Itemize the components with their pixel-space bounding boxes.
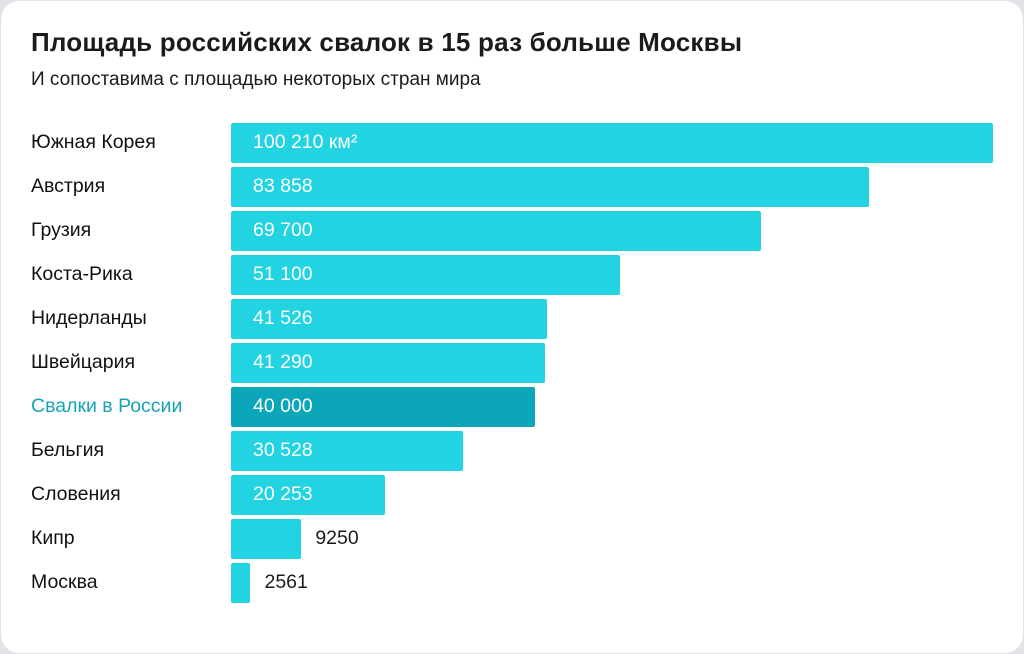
chart-title: Площадь российских свалок в 15 раз больш…: [31, 27, 743, 57]
bar: 30 528: [231, 430, 464, 471]
category-label: Коста-Рика: [31, 263, 133, 286]
category-label: Австрия: [31, 175, 106, 198]
bar: 69 700: [231, 210, 761, 251]
bar: 41 290: [231, 342, 545, 383]
bar: 83 858: [231, 166, 869, 207]
category-label: Бельгия: [31, 439, 105, 462]
value-label: 30 528: [253, 439, 313, 462]
value-label: 2561: [264, 571, 308, 594]
value-label: 9250: [315, 527, 359, 550]
chart-row: Кипр 9250: [31, 517, 993, 561]
bar-area: 83 858: [231, 166, 993, 207]
chart-row: Нидерланды 41 526: [31, 297, 993, 341]
chart-row: Южная Корея 100 210 км²: [31, 121, 993, 165]
bar-area: 51 100: [231, 254, 993, 295]
chart-row: Швейцария 41 290: [31, 341, 993, 385]
chart-subtitle: И сопоставима с площадью некоторых стран…: [31, 69, 481, 91]
chart-row: Грузия 69 700: [31, 209, 993, 253]
category-label: Нидерланды: [31, 307, 147, 330]
value-label: 20 253: [253, 483, 313, 506]
category-label: Свалки в России: [31, 395, 183, 418]
chart-row: Австрия 83 858: [31, 165, 993, 209]
bar: 100 210 км²: [231, 122, 993, 163]
bar-area: 2561: [231, 562, 993, 603]
bar: 51 100: [231, 254, 620, 295]
bar-area: 30 528: [231, 430, 993, 471]
category-label: Грузия: [31, 219, 92, 242]
category-label: Словения: [31, 483, 121, 506]
bar: 41 526: [231, 298, 547, 339]
bar-highlight: 40 000: [231, 386, 536, 427]
chart-row: Словения 20 253: [31, 473, 993, 517]
chart-row: Бельгия 30 528: [31, 429, 993, 473]
bar-area: 40 000: [231, 386, 993, 427]
bar-area: 9250: [231, 518, 993, 559]
value-label: 41 290: [253, 351, 313, 374]
chart-row: Свалки в России 40 000: [31, 385, 993, 429]
category-label: Кипр: [31, 527, 75, 550]
bar: [231, 518, 302, 559]
category-label: Москва: [31, 571, 98, 594]
value-label: 69 700: [253, 219, 313, 242]
chart-rows: Южная Корея 100 210 км² Австрия 83 858 Грузи…: [31, 121, 993, 605]
value-label: 51 100: [253, 263, 313, 286]
value-label: 40 000: [253, 395, 313, 418]
bar-area: 20 253: [231, 474, 993, 515]
bar: 20 253: [231, 474, 385, 515]
chart-row: Москва 2561: [31, 561, 993, 605]
bar-area: 69 700: [231, 210, 993, 251]
bar: [231, 562, 251, 603]
value-label: 83 858: [253, 175, 313, 198]
category-label: Южная Корея: [31, 131, 156, 154]
category-label: Швейцария: [31, 351, 136, 374]
bar-area: 41 290: [231, 342, 993, 383]
bar-chart: Южная Корея 100 210 км² Австрия 83 858 Грузи…: [31, 121, 993, 605]
value-label: 100 210 км²: [253, 131, 358, 154]
chart-row: Коста-Рика 51 100: [31, 253, 993, 297]
bar-area: 100 210 км²: [231, 122, 993, 163]
bar-area: 41 526: [231, 298, 993, 339]
value-label: 41 526: [253, 307, 313, 330]
